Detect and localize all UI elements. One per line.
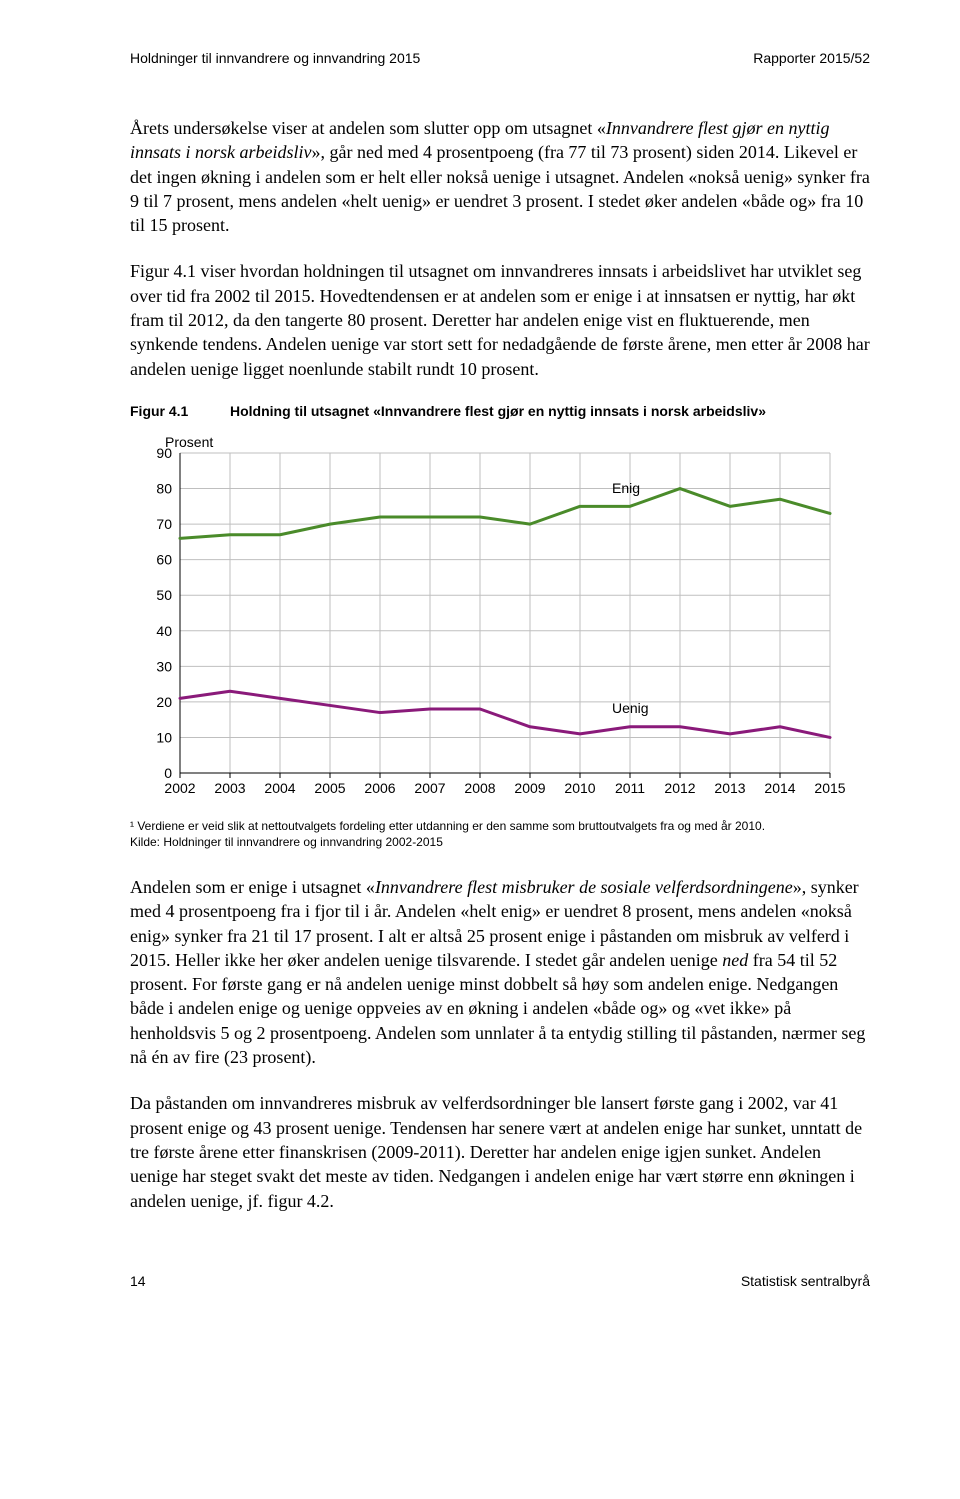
page: Holdninger til innvandrere og innvandrin… bbox=[0, 0, 960, 1349]
svg-text:2010: 2010 bbox=[564, 780, 595, 796]
svg-text:Prosent: Prosent bbox=[165, 434, 213, 450]
paragraph-3: Andelen som er enige i utsagnet «Innvand… bbox=[130, 875, 870, 1069]
header-left: Holdninger til innvandrere og innvandrin… bbox=[130, 50, 420, 66]
figure-title: Holdning til utsagnet «Innvandrere flest… bbox=[230, 403, 766, 419]
page-header: Holdninger til innvandrere og innvandrin… bbox=[130, 50, 870, 66]
svg-text:0: 0 bbox=[164, 765, 172, 781]
p1-text-a: Årets undersøkelse viser at andelen som … bbox=[130, 118, 606, 138]
svg-text:2006: 2006 bbox=[364, 780, 395, 796]
svg-text:2011: 2011 bbox=[615, 780, 645, 796]
svg-text:40: 40 bbox=[156, 623, 172, 639]
paragraph-1: Årets undersøkelse viser at andelen som … bbox=[130, 116, 870, 237]
svg-text:50: 50 bbox=[156, 587, 172, 603]
chart-svg: Prosent 0 10 20 30 40 50 60 70 80 90 2002 2003 2004 20… bbox=[130, 433, 850, 813]
p3-text-a: Andelen som er enige i utsagnet « bbox=[130, 877, 375, 897]
footer-org: Statistisk sentralbyrå bbox=[741, 1273, 870, 1289]
svg-text:90: 90 bbox=[156, 445, 172, 461]
svg-text:80: 80 bbox=[156, 481, 172, 497]
line-chart: Prosent 0 10 20 30 40 50 60 70 80 90 2002 2003 2004 20… bbox=[130, 433, 850, 813]
svg-text:2013: 2013 bbox=[714, 780, 745, 796]
svg-text:70: 70 bbox=[156, 516, 172, 532]
svg-text:Uenig: Uenig bbox=[612, 700, 649, 716]
svg-text:60: 60 bbox=[156, 552, 172, 568]
figure-number: Figur 4.1 bbox=[130, 403, 230, 419]
paragraph-4: Da påstanden om innvandreres misbruk av … bbox=[130, 1091, 870, 1212]
svg-text:2008: 2008 bbox=[464, 780, 495, 796]
svg-text:2004: 2004 bbox=[264, 780, 295, 796]
svg-text:2012: 2012 bbox=[664, 780, 695, 796]
svg-text:2007: 2007 bbox=[414, 780, 445, 796]
svg-text:2015: 2015 bbox=[814, 780, 845, 796]
svg-text:20: 20 bbox=[156, 694, 172, 710]
svg-text:Enig: Enig bbox=[612, 480, 640, 496]
svg-text:2009: 2009 bbox=[514, 780, 545, 796]
svg-text:2002: 2002 bbox=[164, 780, 195, 796]
page-number: 14 bbox=[130, 1273, 146, 1289]
figure-title-row: Figur 4.1 Holdning til utsagnet «Innvand… bbox=[130, 403, 870, 419]
paragraph-2: Figur 4.1 viser hvordan holdningen til u… bbox=[130, 259, 870, 380]
svg-text:30: 30 bbox=[156, 658, 172, 674]
svg-text:2003: 2003 bbox=[214, 780, 245, 796]
svg-text:2005: 2005 bbox=[314, 780, 345, 796]
svg-text:10: 10 bbox=[156, 729, 172, 745]
svg-text:2014: 2014 bbox=[764, 780, 795, 796]
p3-quote: Innvandrere flest misbruker de sosiale v… bbox=[375, 877, 793, 897]
page-footer: 14 Statistisk sentralbyrå bbox=[130, 1273, 870, 1289]
header-right: Rapporter 2015/52 bbox=[753, 50, 870, 66]
figure-footnote: ¹ Verdiene er veid slik at nettoutvalget… bbox=[130, 819, 870, 833]
figure-source: Kilde: Holdninger til innvandrere og inn… bbox=[130, 835, 870, 849]
p3-italic-ned: ned bbox=[722, 950, 748, 970]
